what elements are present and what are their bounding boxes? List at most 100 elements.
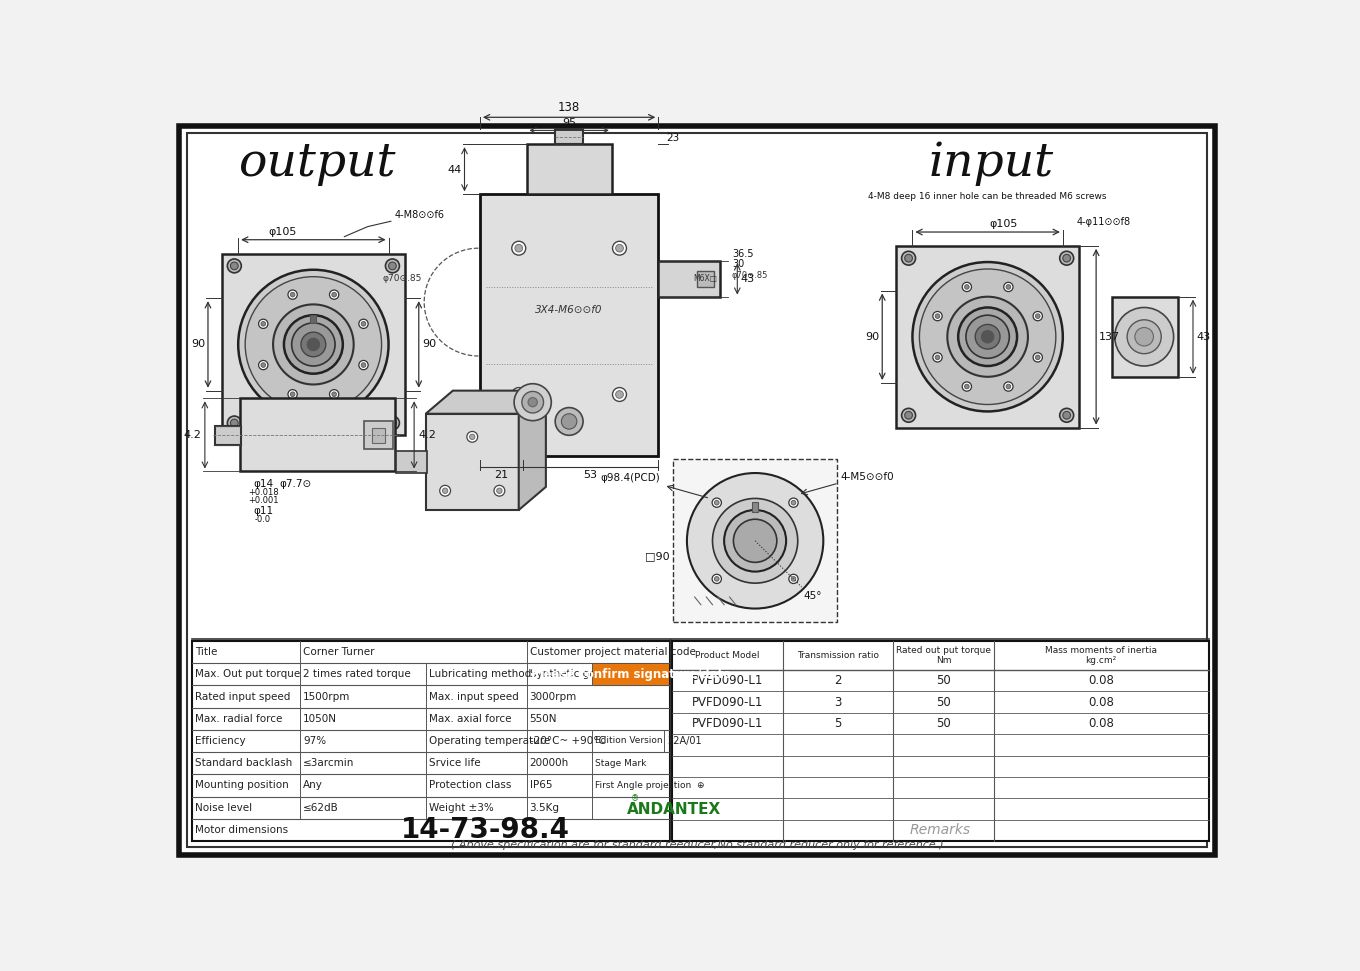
Text: 4-φ11⊙⊙f8: 4-φ11⊙⊙f8 bbox=[1077, 217, 1132, 226]
Text: 4-M5⊙⊙f0: 4-M5⊙⊙f0 bbox=[840, 472, 894, 483]
Text: 43: 43 bbox=[1197, 332, 1210, 342]
Circle shape bbox=[714, 577, 719, 582]
Text: 21: 21 bbox=[494, 470, 509, 480]
Circle shape bbox=[261, 363, 265, 367]
Text: φ105: φ105 bbox=[268, 226, 296, 237]
Circle shape bbox=[528, 397, 537, 407]
Circle shape bbox=[904, 254, 913, 262]
Text: -0.0: -0.0 bbox=[254, 516, 271, 524]
Text: Srvice life: Srvice life bbox=[428, 758, 480, 768]
Circle shape bbox=[230, 419, 238, 427]
Polygon shape bbox=[426, 390, 545, 414]
Circle shape bbox=[238, 270, 389, 419]
Bar bbox=[239, 398, 394, 472]
Text: φ11: φ11 bbox=[253, 506, 273, 517]
Text: Title: Title bbox=[194, 647, 218, 657]
Text: 137: 137 bbox=[1099, 332, 1121, 342]
Text: Corner Turner: Corner Turner bbox=[303, 647, 375, 657]
Text: φ7.7⊙: φ7.7⊙ bbox=[279, 480, 311, 489]
Text: 95: 95 bbox=[562, 118, 577, 128]
Circle shape bbox=[288, 290, 298, 299]
Circle shape bbox=[511, 241, 526, 255]
Circle shape bbox=[258, 360, 268, 370]
Circle shape bbox=[494, 486, 505, 496]
Circle shape bbox=[792, 577, 796, 582]
Text: -20°C~ +90°C: -20°C~ +90°C bbox=[529, 736, 605, 746]
Text: φ105: φ105 bbox=[989, 218, 1017, 229]
Circle shape bbox=[724, 510, 786, 572]
Text: 90: 90 bbox=[190, 340, 205, 350]
Text: M6X□: M6X□ bbox=[694, 275, 718, 284]
Circle shape bbox=[1059, 251, 1073, 265]
Circle shape bbox=[469, 434, 475, 440]
Circle shape bbox=[245, 277, 382, 413]
Circle shape bbox=[933, 312, 942, 320]
Circle shape bbox=[332, 292, 336, 297]
Circle shape bbox=[230, 262, 238, 270]
Circle shape bbox=[902, 251, 915, 265]
Bar bbox=[673, 459, 838, 622]
Bar bbox=[896, 246, 1078, 427]
Bar bbox=[526, 145, 612, 194]
Circle shape bbox=[1034, 312, 1042, 320]
Text: 97%: 97% bbox=[303, 736, 326, 746]
Text: φ14: φ14 bbox=[253, 480, 273, 489]
Text: 30: 30 bbox=[732, 258, 744, 269]
Text: +0.018: +0.018 bbox=[248, 488, 279, 497]
Circle shape bbox=[329, 389, 339, 399]
Circle shape bbox=[1006, 385, 1010, 388]
Circle shape bbox=[936, 314, 940, 318]
Text: Operating temperature: Operating temperature bbox=[428, 736, 549, 746]
Text: Transmission ratio: Transmission ratio bbox=[797, 651, 879, 660]
Text: Noise level: Noise level bbox=[194, 803, 252, 813]
Text: 4-M8 deep 16 inner hole can be threaded M6 screws: 4-M8 deep 16 inner hole can be threaded … bbox=[869, 192, 1107, 201]
Circle shape bbox=[514, 384, 551, 420]
Text: 43: 43 bbox=[740, 274, 755, 284]
Text: 23: 23 bbox=[666, 133, 679, 143]
Circle shape bbox=[362, 363, 366, 367]
Text: 2: 2 bbox=[834, 674, 842, 687]
Circle shape bbox=[332, 392, 336, 396]
Circle shape bbox=[713, 574, 721, 584]
Circle shape bbox=[687, 473, 823, 609]
Text: 138: 138 bbox=[558, 101, 581, 115]
Circle shape bbox=[948, 297, 1028, 377]
Circle shape bbox=[1134, 327, 1153, 346]
Circle shape bbox=[227, 416, 241, 430]
Bar bbox=[310, 316, 317, 323]
Bar bbox=[192, 641, 670, 841]
Bar bbox=[222, 253, 405, 435]
Text: First Angle projection  ⊕: First Angle projection ⊕ bbox=[596, 781, 704, 790]
Text: Synthetic grease: Synthetic grease bbox=[529, 669, 617, 680]
Text: Product Model: Product Model bbox=[695, 651, 759, 660]
Text: IP65: IP65 bbox=[529, 781, 552, 790]
Text: PVFD090-L1: PVFD090-L1 bbox=[691, 674, 763, 687]
Circle shape bbox=[913, 262, 1062, 412]
Circle shape bbox=[963, 283, 971, 291]
Circle shape bbox=[288, 389, 298, 399]
Text: 90: 90 bbox=[422, 340, 437, 350]
Bar bbox=[696, 271, 714, 286]
Text: Any: Any bbox=[303, 781, 324, 790]
Circle shape bbox=[936, 355, 940, 359]
Circle shape bbox=[359, 319, 369, 328]
Text: 20000h: 20000h bbox=[529, 758, 568, 768]
Text: +0.001: +0.001 bbox=[248, 496, 279, 505]
Text: output: output bbox=[238, 141, 396, 185]
Circle shape bbox=[959, 308, 1017, 366]
Circle shape bbox=[1059, 409, 1073, 422]
Bar bbox=[396, 452, 427, 473]
Circle shape bbox=[1004, 283, 1013, 291]
Text: 36.5: 36.5 bbox=[732, 250, 753, 259]
Circle shape bbox=[792, 500, 796, 505]
Circle shape bbox=[713, 498, 798, 584]
Text: 4.2: 4.2 bbox=[184, 430, 201, 440]
Circle shape bbox=[1035, 355, 1040, 359]
Text: 50: 50 bbox=[936, 717, 951, 730]
Circle shape bbox=[616, 390, 623, 398]
Circle shape bbox=[964, 285, 970, 289]
Text: 5: 5 bbox=[835, 717, 842, 730]
Circle shape bbox=[359, 360, 369, 370]
Text: Protection class: Protection class bbox=[428, 781, 511, 790]
Circle shape bbox=[290, 292, 295, 297]
